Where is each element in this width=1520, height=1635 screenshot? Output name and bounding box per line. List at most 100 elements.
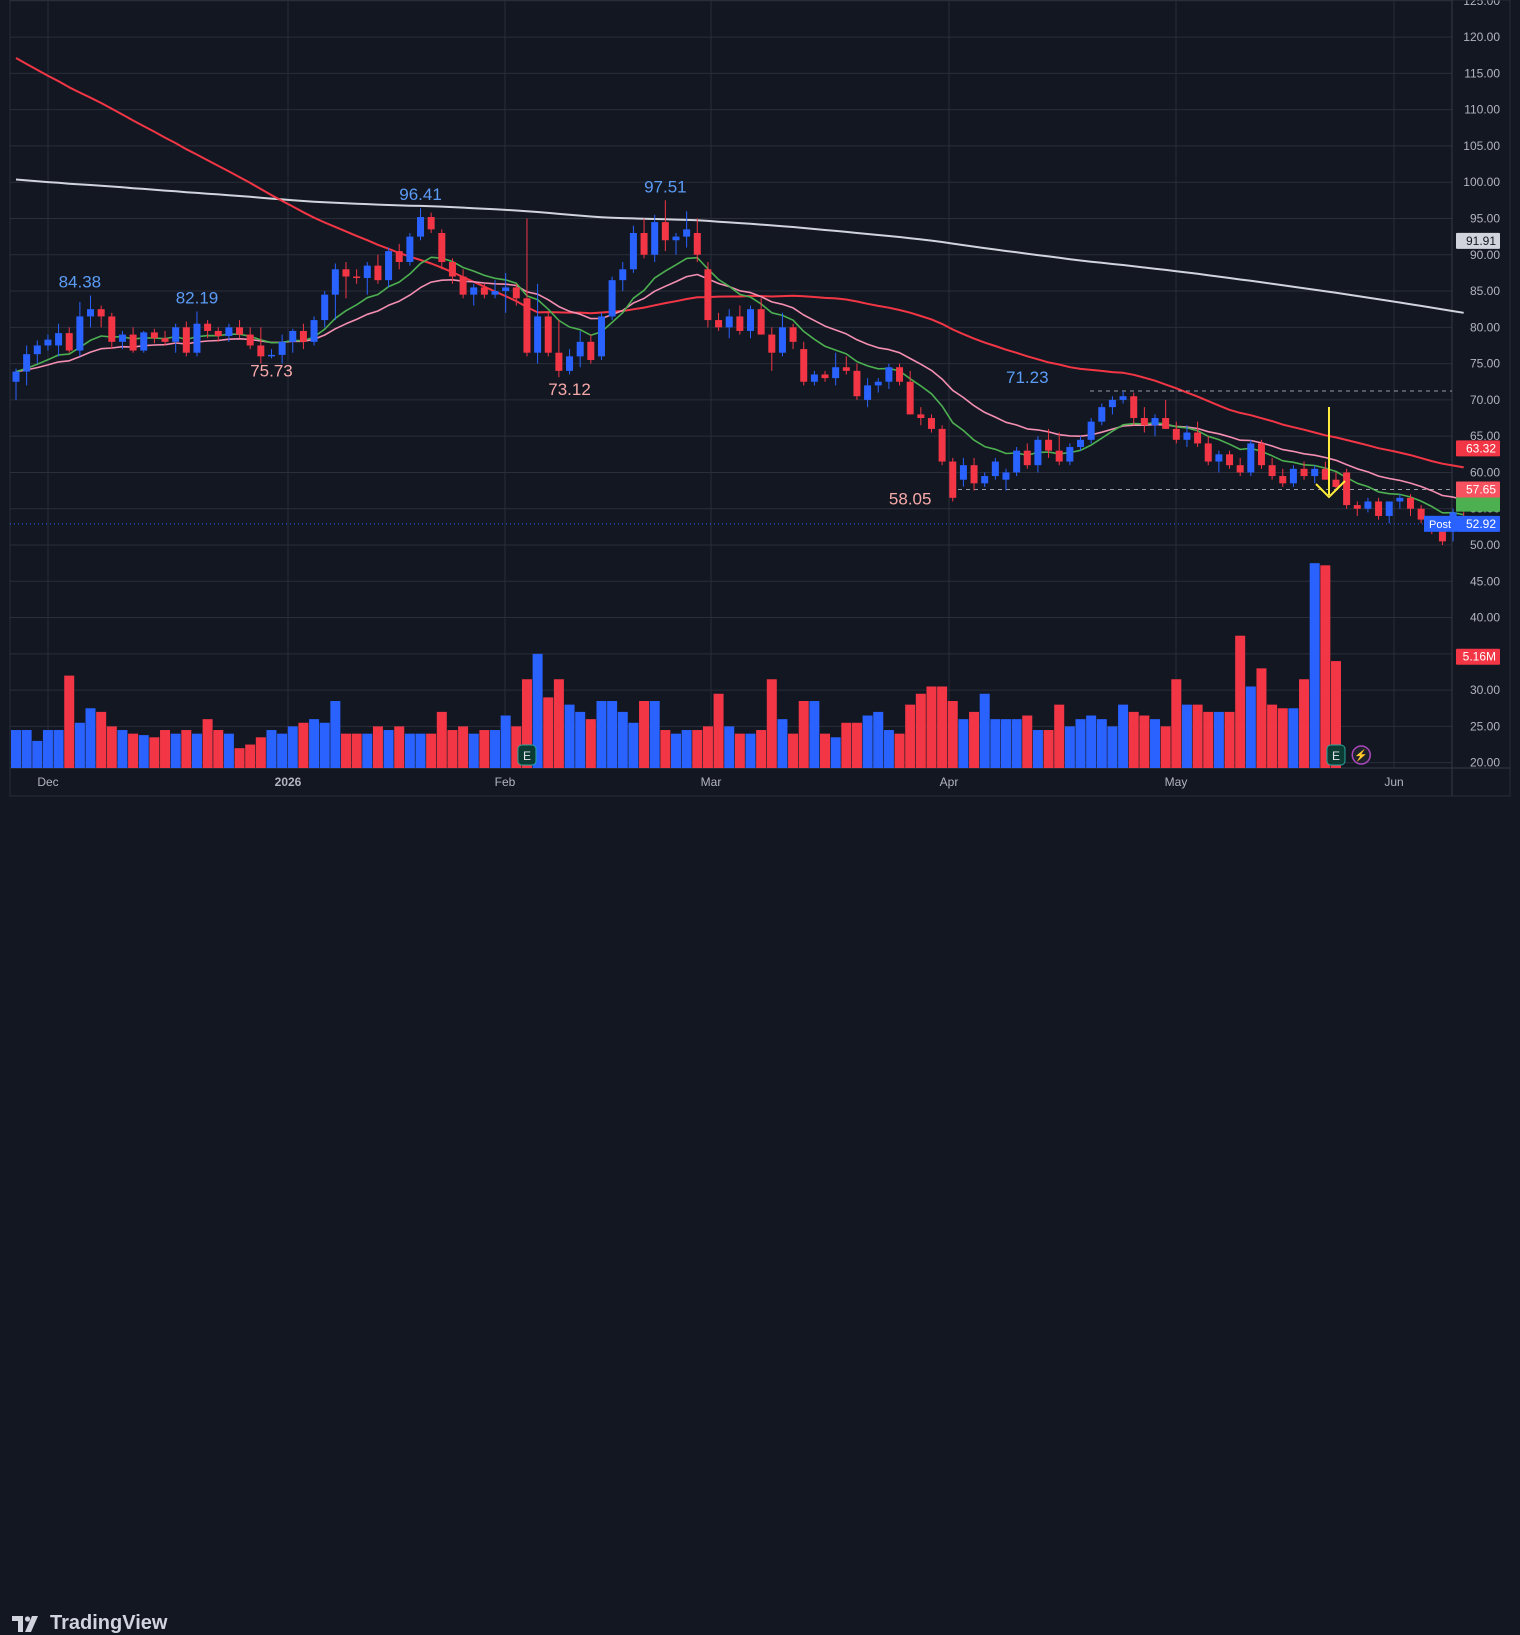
candle-body[interactable] [1279,476,1287,484]
candle-body[interactable] [257,345,265,357]
candle-body[interactable] [140,332,148,351]
candle-body[interactable] [715,320,723,328]
candle-body[interactable] [725,316,733,328]
candle-body[interactable] [991,461,999,477]
candle-body[interactable] [555,352,563,371]
candle-body[interactable] [981,476,989,484]
candle-body[interactable] [310,320,318,342]
candle-body[interactable] [534,316,542,353]
candle-body[interactable] [150,332,158,339]
candle-body[interactable] [1236,465,1244,473]
candle-body[interactable] [778,327,786,353]
candle-body[interactable] [885,367,893,382]
candle-body[interactable] [661,222,669,241]
candle-body[interactable] [619,269,627,281]
candle-body[interactable] [353,276,361,279]
candle-body[interactable] [704,269,712,321]
candle-body[interactable] [1034,439,1042,466]
candle-body[interactable] [736,316,744,331]
candle-body[interactable] [1332,479,1340,487]
candle-body[interactable] [1162,418,1170,429]
candle-body[interactable] [459,276,467,295]
candle-body[interactable] [864,385,872,400]
candle-body[interactable] [1406,497,1414,509]
candle-body[interactable] [44,339,52,346]
candle-body[interactable] [1353,505,1361,509]
candle-body[interactable] [1087,421,1095,440]
candle-body[interactable] [853,370,861,397]
candle-body[interactable] [959,465,967,480]
candle-body[interactable] [55,333,63,346]
candle-body[interactable] [374,265,382,281]
candle-body[interactable] [651,222,659,255]
candle-body[interactable] [1247,443,1255,473]
candle-body[interactable] [768,334,776,353]
candle-body[interactable] [1140,418,1148,426]
candle-body[interactable] [1300,468,1308,477]
candle-body[interactable] [1172,428,1180,440]
candle-body[interactable] [1321,468,1329,480]
candle-body[interactable] [1385,501,1393,516]
candle-body[interactable] [65,333,73,351]
candle-body[interactable] [587,341,595,360]
candle-body[interactable] [576,341,584,357]
candle-body[interactable] [406,236,414,263]
candle-body[interactable] [1013,450,1021,473]
candle-body[interactable] [523,298,531,353]
candle-body[interactable] [1055,450,1063,462]
candle-body[interactable] [1130,396,1138,419]
candle-body[interactable] [757,309,765,335]
candle-body[interactable] [1364,501,1372,509]
candle-body[interactable] [683,229,691,237]
candle-body[interactable] [97,309,105,317]
candle-body[interactable] [512,287,520,299]
candle-body[interactable] [267,354,275,357]
candle-body[interactable] [363,265,371,278]
candle-body[interactable] [1002,472,1010,480]
candle-body[interactable] [874,381,882,386]
candle-body[interactable] [1077,439,1084,448]
candle-body[interactable] [1417,508,1425,520]
candle-body[interactable] [1194,432,1202,444]
candle-body[interactable] [1215,454,1223,462]
annotation-arrow-head[interactable] [1315,480,1346,499]
candle-body[interactable] [821,374,829,379]
candlestick-chart[interactable]: 125.00 120.00 115.00 110.00 105.00 100.00 95.0… [0,0,1520,798]
candle-body[interactable] [161,338,169,342]
candle-body[interactable] [832,367,840,379]
candle-body[interactable] [76,316,84,351]
candle-body[interactable] [566,356,574,371]
earnings-icon[interactable] [1326,744,1346,766]
candle-body[interactable] [395,251,403,263]
candle-body[interactable] [342,269,350,277]
candle-body[interactable] [1311,468,1319,477]
candle-body[interactable] [129,334,137,351]
candle-body[interactable] [480,287,488,295]
candle-body[interactable] [1438,530,1446,542]
candle-body[interactable] [1396,497,1404,502]
candle-body[interactable] [438,232,446,263]
candle-body[interactable] [789,327,797,342]
candle-body[interactable] [1023,450,1031,466]
candle-body[interactable] [331,269,339,295]
candle-body[interactable] [1183,432,1191,440]
candle-body[interactable] [12,371,20,382]
candle-body[interactable] [321,294,329,321]
candle-body[interactable] [108,316,116,342]
candle-body[interactable] [938,428,946,462]
candle-body[interactable] [502,287,510,292]
candle-body[interactable] [246,334,254,346]
candle-body[interactable] [33,345,41,355]
earnings-icon[interactable] [517,744,537,766]
candle-body[interactable] [1119,396,1127,400]
candle-body[interactable] [1375,501,1383,516]
candle-body[interactable] [927,418,935,429]
candle-body[interactable] [949,461,957,498]
candle-body[interactable] [214,330,222,337]
candle-body[interactable] [1045,439,1053,451]
candle-body[interactable] [1343,472,1351,506]
candle-body[interactable] [193,323,201,353]
candle-body[interactable] [1204,443,1212,462]
candle-body[interactable] [970,465,978,484]
candle-body[interactable] [278,341,286,355]
